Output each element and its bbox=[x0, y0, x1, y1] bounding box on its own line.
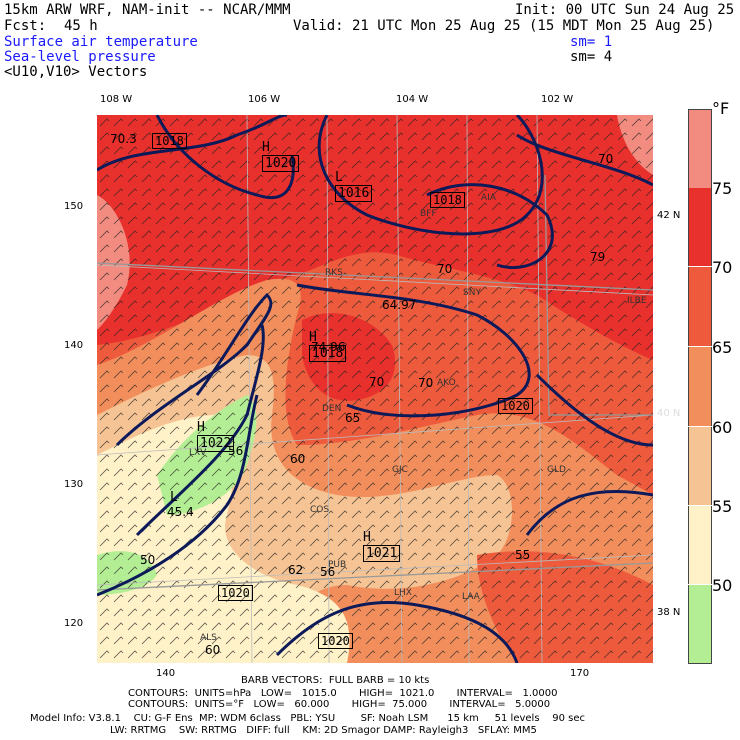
lat-label: 38 N bbox=[657, 607, 681, 618]
station-id: GLD bbox=[547, 465, 566, 475]
temp-label: 56 bbox=[228, 444, 244, 458]
high-pressure-label: H 1022 bbox=[197, 420, 235, 452]
colorbar-segment bbox=[688, 585, 712, 664]
station-id: ILBE bbox=[627, 296, 647, 306]
field-temperature-smoothing: sm= 1 bbox=[570, 34, 613, 50]
isobar-label: 1018 bbox=[430, 192, 465, 208]
model-info: Model Info: V3.8.1 CU: G-F Ens MP: WDM 6… bbox=[30, 713, 586, 724]
forecast-hour: 45 h bbox=[64, 18, 98, 34]
model-title: 15km ARW WRF, NAM-init -- NCAR/MMM bbox=[4, 2, 291, 18]
station-id: GJC bbox=[392, 465, 408, 475]
field-pressure: Sea-level pressure bbox=[4, 49, 156, 65]
lon-label: 104 W bbox=[396, 94, 429, 105]
forecast-label: Fcst: bbox=[4, 18, 47, 34]
isobar-label: 1020 bbox=[218, 585, 253, 601]
high-pressure-label: H 1020 bbox=[262, 140, 300, 172]
grid-x-label: 170 bbox=[570, 668, 590, 679]
isobars bbox=[97, 115, 653, 663]
lon-label: 102 W bbox=[541, 94, 574, 105]
colorbar-segment bbox=[688, 267, 712, 346]
station-id: LAA bbox=[462, 592, 480, 602]
lat-label: 40 N bbox=[657, 408, 681, 419]
temp-label: 70 bbox=[418, 376, 434, 390]
grid-y-label: 150 bbox=[64, 201, 84, 212]
colorbar-segment bbox=[688, 506, 712, 584]
station-id: LHX bbox=[394, 588, 412, 598]
barb-legend: BARB VECTORS: FULL BARB = 10 kts bbox=[241, 675, 430, 686]
colorbar-segment bbox=[688, 109, 712, 188]
temp-label: 70.3 bbox=[110, 132, 137, 146]
temp-label: 70 bbox=[598, 152, 614, 166]
station-id: RKS bbox=[325, 268, 343, 278]
station-id: PUB bbox=[328, 560, 347, 570]
field-temperature: Surface air temperature bbox=[4, 34, 198, 50]
temp-label: 60 bbox=[290, 452, 306, 466]
station-id: COS bbox=[310, 505, 330, 515]
field-vectors: <U10,V10> Vectors bbox=[4, 64, 148, 80]
grid-x-label: 140 bbox=[156, 668, 176, 679]
model-info-physics: LW: RRTMG SW: RRTMG DIFF: full KM: 2D Sm… bbox=[110, 725, 537, 736]
temp-label: 55 bbox=[515, 548, 531, 562]
colorbar-unit: °F bbox=[712, 99, 730, 118]
low-pressure-label: L bbox=[170, 490, 178, 505]
colorbar-level: 50 bbox=[712, 576, 733, 595]
station-id: BFF bbox=[420, 209, 437, 219]
contour-info-pressure: CONTOURS: UNITS=hPa LOW= 1015.0 HIGH= 10… bbox=[128, 688, 558, 699]
lon-label: 108 W bbox=[100, 94, 133, 105]
colorbar-level: 70 bbox=[712, 258, 733, 277]
station-id: LXV bbox=[189, 448, 207, 458]
temp-label: 45.4 bbox=[167, 505, 194, 519]
colorbar-segment bbox=[688, 427, 712, 505]
temp-label: 65 bbox=[345, 411, 361, 425]
temp-label: 70 bbox=[369, 375, 385, 389]
station-id: SNY bbox=[463, 288, 481, 298]
low-pressure-label: L 1016 bbox=[335, 170, 373, 202]
temp-label: 62 bbox=[288, 563, 304, 577]
isobar-label: 1018 bbox=[152, 133, 187, 149]
lat-label: 42 N bbox=[657, 210, 681, 221]
field-pressure-smoothing: sm= 4 bbox=[570, 49, 613, 65]
station-id: AKO bbox=[437, 378, 456, 388]
weather-map bbox=[97, 115, 653, 663]
valid-time: Valid: 21 UTC Mon 25 Aug 25 (15 MDT Mon … bbox=[293, 18, 715, 34]
colorbar-level: 60 bbox=[712, 418, 733, 437]
temp-label: 70 bbox=[437, 262, 453, 276]
station-id: DEN bbox=[322, 404, 342, 414]
temp-label: 79 bbox=[590, 250, 606, 264]
grid-y-label: 140 bbox=[64, 340, 84, 351]
colorbar-level: 75 bbox=[712, 179, 733, 198]
colorbar-level: 55 bbox=[712, 497, 733, 516]
colorbar-level: 65 bbox=[712, 338, 733, 357]
grid-y-label: 120 bbox=[64, 618, 84, 629]
high-pressure-label: H 1021 bbox=[363, 530, 401, 562]
grid-y-label: 130 bbox=[64, 479, 84, 490]
temp-label: 50 bbox=[140, 553, 156, 567]
high-pressure-label: H 1018 bbox=[309, 330, 347, 362]
temp-label: 60 bbox=[205, 643, 221, 657]
isobar-label: 1020 bbox=[318, 633, 353, 649]
station-id: ALS bbox=[200, 633, 217, 643]
station-id: AIA bbox=[481, 193, 496, 203]
lon-label: 106 W bbox=[248, 94, 281, 105]
temp-label: 64.97 bbox=[382, 298, 417, 312]
colorbar-segment bbox=[688, 347, 712, 426]
temp-label: 74.96 bbox=[311, 340, 346, 354]
init-time: Init: 00 UTC Sun 24 Aug 25 bbox=[515, 2, 735, 18]
colorbar-segment bbox=[688, 188, 712, 266]
isobar-label: 1020 bbox=[498, 398, 533, 414]
contour-info-temperature: CONTOURS: UNITS=°F LOW= 60.000 HIGH= 75.… bbox=[128, 699, 551, 710]
temp-label: 56 bbox=[320, 565, 336, 579]
